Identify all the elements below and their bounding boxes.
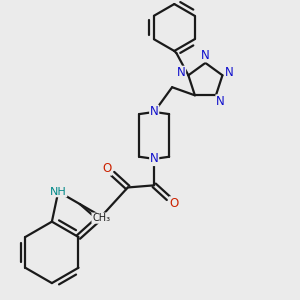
Text: N: N — [216, 95, 225, 108]
Text: O: O — [102, 162, 112, 175]
Text: CH₃: CH₃ — [92, 213, 110, 223]
Text: N: N — [225, 66, 234, 80]
Text: N: N — [150, 152, 159, 165]
Text: N: N — [201, 49, 210, 62]
Text: N: N — [150, 106, 159, 118]
Text: O: O — [169, 197, 179, 210]
Text: N: N — [177, 66, 185, 80]
Text: NH: NH — [50, 187, 67, 196]
